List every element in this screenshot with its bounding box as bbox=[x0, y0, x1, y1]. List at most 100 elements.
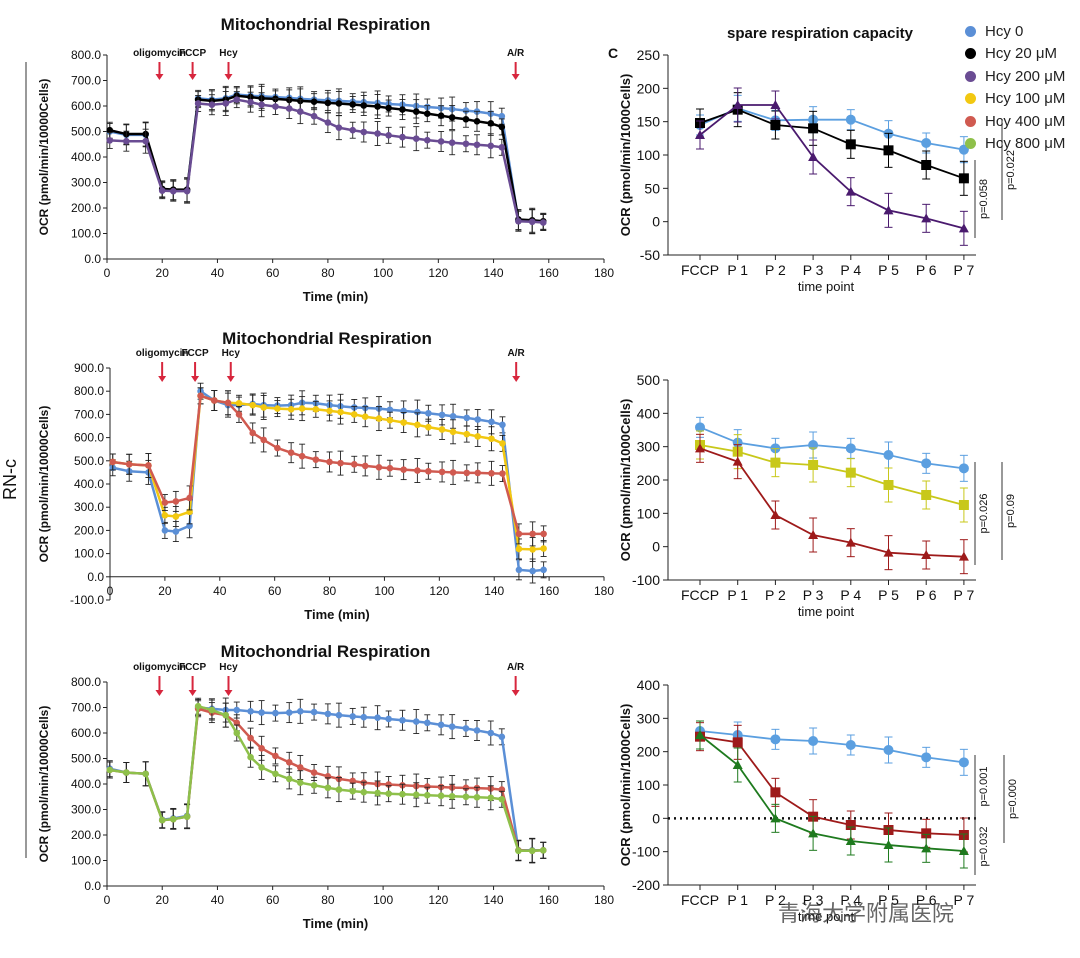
data-point bbox=[462, 725, 470, 732]
data-point bbox=[361, 413, 369, 421]
data-point bbox=[883, 840, 894, 849]
data-point bbox=[285, 759, 293, 766]
y-tick-label: 250 bbox=[637, 47, 661, 63]
x-tick-label: 120 bbox=[428, 893, 448, 907]
legend-label: Hcy 0 bbox=[985, 22, 1024, 40]
data-point bbox=[474, 416, 482, 423]
data-point bbox=[258, 764, 265, 771]
data-point bbox=[296, 708, 304, 715]
data-point bbox=[437, 138, 445, 145]
data-point bbox=[399, 716, 406, 724]
data-point bbox=[375, 463, 383, 471]
data-point bbox=[487, 142, 495, 150]
data-point bbox=[515, 566, 523, 574]
y-tick-label: 800.0 bbox=[71, 48, 101, 62]
injection-arrowhead bbox=[155, 74, 164, 80]
data-point bbox=[349, 713, 357, 720]
x-tick-label: 160 bbox=[539, 266, 559, 280]
y-tick-label: 100.0 bbox=[74, 547, 104, 561]
data-point bbox=[732, 100, 743, 109]
data-point bbox=[528, 847, 536, 855]
data-point bbox=[400, 466, 407, 473]
data-point bbox=[515, 545, 523, 553]
y-tick-label: 100 bbox=[637, 147, 661, 163]
data-point bbox=[414, 408, 421, 416]
data-point bbox=[310, 769, 318, 776]
data-point bbox=[125, 460, 133, 468]
y-tick-label: 600.0 bbox=[71, 99, 101, 113]
injection-arrowhead bbox=[224, 690, 233, 696]
data-point bbox=[260, 404, 267, 411]
x-tick-label: P 6 bbox=[916, 587, 937, 603]
injection-arrowhead bbox=[512, 376, 521, 382]
data-point bbox=[208, 101, 216, 109]
y-tick-label: 300.0 bbox=[71, 803, 101, 817]
data-point bbox=[529, 567, 536, 575]
y-axis-label: OCR (pmol/min/10000Cells) bbox=[37, 79, 51, 236]
pvalue-label: p=0.058 bbox=[978, 179, 990, 219]
x-tick-label: P 2 bbox=[765, 892, 786, 908]
y-tick-label: 300 bbox=[637, 710, 661, 726]
data-point bbox=[448, 139, 456, 147]
legend-item: Hcy 400 μM bbox=[965, 110, 1065, 133]
data-point bbox=[423, 719, 431, 727]
data-point bbox=[474, 469, 482, 477]
injection-arrowhead bbox=[188, 74, 197, 80]
data-point bbox=[474, 433, 482, 440]
x-tick-label: P 2 bbox=[765, 262, 786, 278]
data-point bbox=[233, 719, 241, 727]
injection-label: A/R bbox=[508, 348, 526, 359]
data-point bbox=[425, 423, 432, 431]
data-point bbox=[845, 537, 856, 547]
injection-arrowhead bbox=[511, 74, 520, 80]
legend-item: Hcy 800 μM bbox=[965, 133, 1065, 156]
data-point bbox=[169, 815, 177, 823]
data-point bbox=[386, 406, 394, 414]
injection-label: oligomycin bbox=[136, 348, 189, 359]
data-point bbox=[385, 715, 392, 723]
data-point bbox=[487, 794, 495, 802]
data-point bbox=[449, 428, 457, 436]
data-point bbox=[808, 828, 819, 838]
data-point bbox=[172, 498, 180, 505]
x-tick-label: 60 bbox=[266, 266, 280, 280]
data-point bbox=[449, 412, 457, 420]
y-tick-label: 500.0 bbox=[74, 454, 104, 468]
data-point bbox=[183, 187, 191, 195]
series-line bbox=[109, 704, 544, 853]
data-point bbox=[287, 449, 295, 456]
legend: Hcy 0 Hcy 20 μM Hcy 200 μM Hcy 100 μM Hcy 40… bbox=[965, 20, 1065, 155]
y-tick-label: 400.0 bbox=[71, 150, 101, 164]
injection-label: oligomycin bbox=[133, 662, 186, 673]
data-point bbox=[258, 101, 265, 109]
data-point bbox=[808, 123, 819, 134]
y-tick-label: 400 bbox=[637, 677, 661, 693]
data-point bbox=[335, 711, 343, 719]
x-tick-label: 160 bbox=[539, 893, 559, 907]
y-tick-label: 200 bbox=[637, 472, 661, 488]
x-tick-label: 40 bbox=[211, 893, 225, 907]
x-tick-label: 80 bbox=[323, 584, 337, 598]
x-tick-label: 180 bbox=[594, 893, 614, 907]
data-point bbox=[732, 737, 743, 748]
data-point bbox=[770, 813, 781, 823]
series-line bbox=[699, 734, 964, 852]
data-point bbox=[399, 133, 406, 141]
x-tick-label: P 4 bbox=[840, 587, 861, 603]
legend-swatch bbox=[965, 25, 976, 37]
chart-title: spare respiration capacity bbox=[727, 25, 914, 42]
data-point bbox=[285, 775, 293, 783]
series-line bbox=[699, 444, 965, 506]
data-point bbox=[845, 186, 856, 196]
data-point bbox=[921, 752, 932, 763]
data-point bbox=[438, 468, 446, 476]
y-tick-label: 800.0 bbox=[74, 384, 104, 398]
legend-label: Hcy 20 μM bbox=[985, 45, 1057, 63]
data-point bbox=[272, 709, 279, 717]
watermark: 青海大学附属医院 bbox=[778, 896, 954, 928]
data-point bbox=[374, 130, 381, 137]
data-point bbox=[529, 530, 536, 538]
pvalue-label: p=0.032 bbox=[978, 826, 990, 866]
data-point bbox=[172, 513, 180, 520]
y-tick-label: 0.0 bbox=[84, 252, 101, 266]
